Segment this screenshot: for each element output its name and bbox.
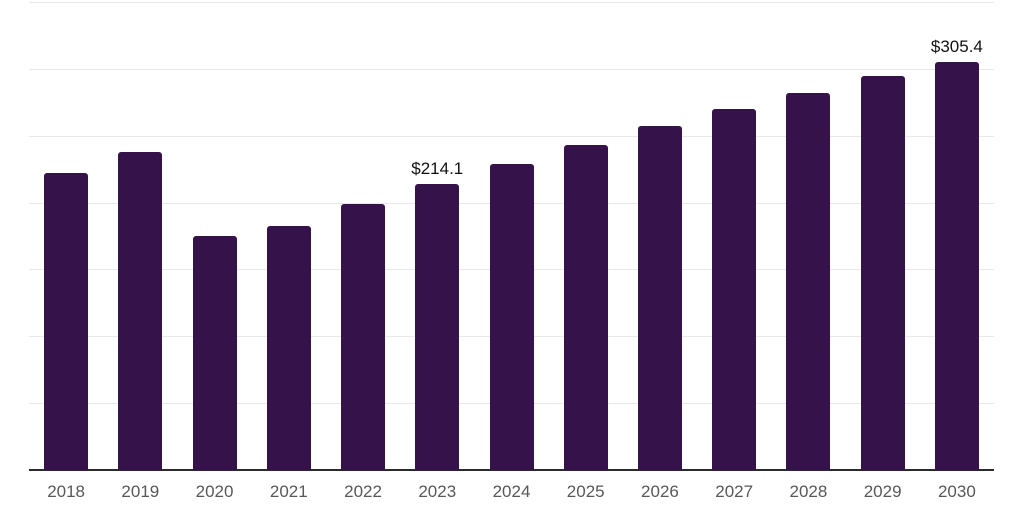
- x-tick-label: 2025: [566, 482, 605, 501]
- bar: [637, 126, 682, 470]
- bar: [341, 203, 386, 470]
- bar: [118, 152, 163, 470]
- bar: [860, 76, 905, 470]
- bar-value-label: $305.4: [930, 36, 983, 56]
- x-tick-label: 2028: [789, 482, 828, 501]
- bar: [266, 226, 311, 470]
- x-tick-label: 2027: [715, 482, 754, 501]
- bar: [44, 173, 89, 470]
- gridline: [29, 68, 994, 70]
- x-tick-label: 2030: [937, 482, 976, 501]
- bar: [563, 145, 608, 470]
- gridline: [29, 135, 994, 137]
- bar: [934, 61, 979, 470]
- bar: [489, 163, 534, 470]
- plot-area: $214.1 $305.4: [29, 2, 994, 471]
- x-tick-label: 2022: [344, 482, 382, 501]
- x-tick-label: 2020: [195, 482, 234, 501]
- x-tick-label: 2019: [121, 482, 160, 501]
- bar: [712, 108, 757, 470]
- x-tick-label: 2029: [863, 482, 902, 501]
- gridline: [29, 2, 994, 3]
- bar: [415, 183, 460, 470]
- x-tick-label: 2023: [418, 482, 457, 501]
- x-tick-label: 2026: [641, 482, 679, 501]
- bar: [786, 93, 831, 470]
- x-tick-label: 2024: [492, 482, 531, 501]
- bar-value-label: $214.1: [411, 158, 464, 178]
- x-axis-line: [29, 469, 994, 471]
- bar: [192, 236, 237, 470]
- x-tick-label: 2021: [269, 482, 308, 501]
- x-tick-label: 2018: [47, 482, 86, 501]
